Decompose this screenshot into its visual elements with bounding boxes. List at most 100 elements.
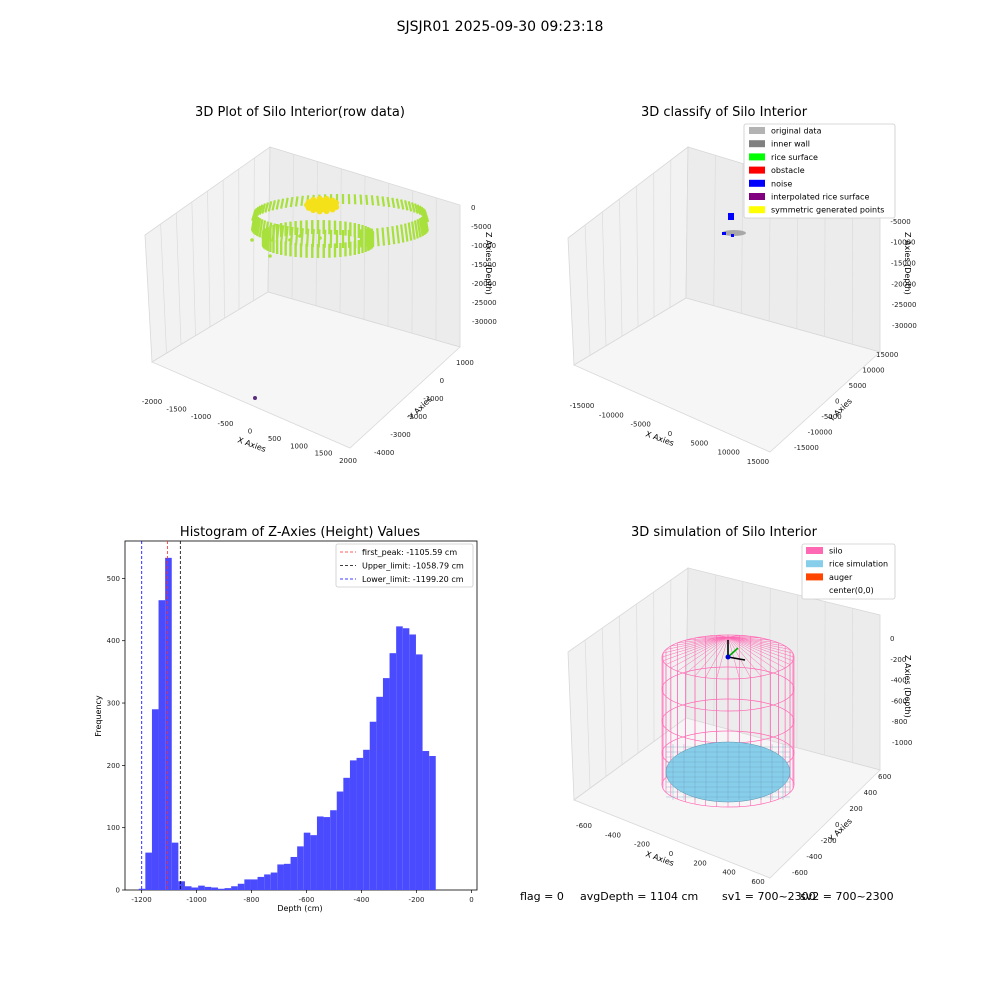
- hist-bar: [237, 883, 245, 890]
- y-tick-label: -200: [821, 837, 837, 845]
- classify-legend-label: rice surface: [771, 153, 818, 162]
- raw-point: [386, 226, 391, 246]
- silo-roof-line: [670, 636, 729, 669]
- hist-bar: [290, 856, 298, 890]
- silo-roof-line: [716, 635, 729, 638]
- hist-bar: [422, 751, 430, 890]
- classify-title: 3D classify of Silo Interior: [641, 105, 808, 120]
- raw-point: [256, 205, 262, 217]
- raw-point: [256, 217, 262, 237]
- x-tick-label: 10000: [718, 449, 740, 457]
- z-tick-label: 0: [890, 635, 894, 643]
- z-tick-label: -1000: [892, 739, 912, 747]
- silo-roof-line: [727, 636, 791, 665]
- raw-top-point: [324, 201, 331, 208]
- hist-vlines: [141, 541, 181, 890]
- x-tick-label: 2000: [339, 457, 357, 465]
- hist-bar: [303, 832, 311, 890]
- hist-bar: [402, 628, 410, 890]
- raw-point: [271, 200, 276, 211]
- x-tick-label: 600: [751, 878, 764, 886]
- z-tick-label: -800: [892, 718, 908, 726]
- classify-points: [722, 213, 746, 237]
- raw-top-point: [323, 208, 330, 215]
- raw-point: [261, 203, 267, 214]
- hist-bar: [250, 879, 258, 890]
- raw-point: [391, 226, 396, 245]
- raw-point: [404, 200, 409, 211]
- hist-title: Histogram of Z-Axies (Height) Values: [180, 525, 420, 540]
- raw-top-point: [310, 196, 317, 203]
- hist-bar: [316, 816, 324, 890]
- silo-roof-line: [727, 636, 786, 647]
- y-tick-label: 200: [849, 805, 862, 813]
- grid-line: [824, 601, 826, 756]
- grid-line: [619, 198, 623, 337]
- silo-roof-line: [665, 636, 729, 650]
- raw-point: [407, 222, 413, 241]
- y-tick-label: 1000: [456, 359, 474, 367]
- hist-bar: [382, 678, 390, 890]
- raw-z-ticks: 0 -5000 -10000 -15000 -20000 -25000 -30000: [471, 204, 497, 326]
- z-tick-label: -30000: [472, 318, 497, 326]
- z-tick-label: -20000: [891, 280, 916, 288]
- sim-legend: silo rice simulation auger center(0,0): [801, 543, 896, 600]
- raw-point: [353, 194, 357, 205]
- raw-top-point: [305, 199, 312, 206]
- raw-point: [294, 227, 299, 246]
- y-tick-label: 10000: [862, 367, 884, 375]
- y-tick-label: 0: [835, 398, 839, 406]
- hist-y-tick-label: 100: [107, 824, 120, 832]
- hist-bar: [270, 872, 278, 890]
- raw-x-label: X Axies: [236, 435, 267, 454]
- raw-axes-box: [144, 146, 461, 449]
- hist-bar: [178, 881, 185, 890]
- x-tick-label: 15000: [747, 458, 769, 466]
- panel-histogram: Histogram of Z-Axies (Height) Values -12…: [94, 525, 478, 913]
- sim-legend-label: auger: [829, 573, 853, 582]
- grid-line: [315, 161, 318, 306]
- hist-bar: [356, 757, 364, 890]
- grid-line: [601, 211, 607, 346]
- x-tick-label: 0: [248, 428, 252, 436]
- silo-roof-line: [727, 636, 794, 654]
- classify-legend-label: interpolated rice surface: [771, 193, 869, 202]
- raw-point: [318, 236, 322, 240]
- hist-bar: [283, 863, 291, 890]
- silo-roof-line: [727, 636, 786, 669]
- hist-x-tick-label: 0: [469, 896, 473, 904]
- x-tick-label: -5000: [630, 421, 650, 429]
- raw-point: [413, 203, 419, 214]
- raw-point: [275, 199, 280, 210]
- hist-bar: [184, 886, 192, 890]
- silo-roof-line: [716, 636, 729, 679]
- sim-legend-label: rice simulation: [829, 560, 888, 569]
- raw-point: [298, 234, 302, 238]
- hist-y-ticks: 0 100 200 300 400 500: [107, 575, 125, 895]
- hist-bar: [191, 887, 199, 890]
- hist-bar: [429, 756, 436, 890]
- sim-gridlines: [584, 574, 853, 789]
- hist-bar: [396, 626, 403, 890]
- raw-top-point: [333, 200, 340, 207]
- hist-bar: [336, 791, 344, 890]
- grid-line: [619, 615, 623, 765]
- hist-x-tick-label: -400: [354, 896, 370, 904]
- raw-point: [294, 196, 299, 207]
- grid-line: [768, 588, 771, 741]
- raw-point: [254, 216, 260, 236]
- hist-bar: [158, 600, 166, 890]
- y-tick-label: -15000: [794, 444, 819, 452]
- silo-roof-line: [670, 636, 729, 647]
- y-tick-label: -10000: [808, 429, 833, 437]
- hist-legend-label: Lower_limit: -1199.20 cm: [362, 575, 464, 584]
- x-tick-label: 0: [669, 850, 673, 858]
- silo-roof-line: [727, 636, 771, 641]
- y-tick-label: 0: [835, 821, 839, 829]
- y-tick-label: 15000: [876, 351, 898, 359]
- raw-point: [400, 224, 405, 243]
- x-tick-label: 1000: [290, 442, 308, 450]
- hist-bar: [151, 709, 159, 890]
- hist-y-tick-label: 500: [107, 575, 120, 583]
